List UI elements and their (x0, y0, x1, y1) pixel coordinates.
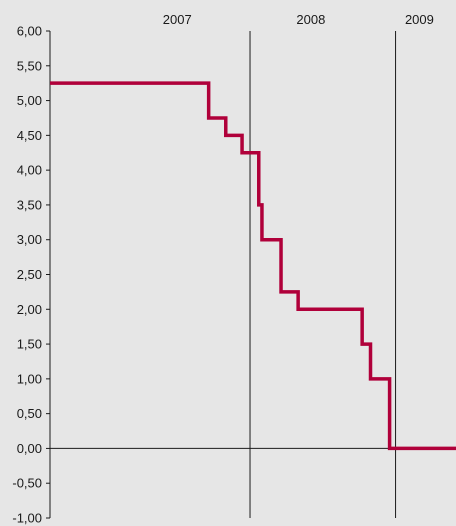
y-tick-label: 0,50 (17, 406, 42, 421)
year-labels: 2007 2008 2009 (163, 12, 434, 27)
y-tick-label: 5,50 (17, 58, 42, 73)
y-axis-ticks: -1,00 -0,50 0,00 0,50 1,00 1,50 2,00 2,50 3,00 3,… (12, 24, 50, 526)
y-tick-label: 4,50 (17, 128, 42, 143)
y-tick-label: 2,50 (17, 267, 42, 282)
y-tick-label: 4,00 (17, 163, 42, 178)
y-tick-label: 6,00 (17, 24, 42, 39)
y-tick-label: -1,00 (12, 511, 42, 526)
y-tick-label: -0,50 (12, 476, 42, 491)
rate-series-line (50, 81, 456, 451)
y-tick-label: 3,50 (17, 197, 42, 212)
year-label: 2009 (405, 12, 434, 27)
y-tick-label: 1,00 (17, 371, 42, 386)
y-tick-label: 3,00 (17, 232, 42, 247)
y-tick-label: 5,00 (17, 93, 42, 108)
y-tick-label: 1,50 (17, 337, 42, 352)
year-label: 2007 (163, 12, 192, 27)
y-tick-label: 2,00 (17, 302, 42, 317)
year-label: 2008 (296, 12, 325, 27)
y-tick-label: 0,00 (17, 441, 42, 456)
year-boundaries (249, 31, 397, 518)
series-layer (50, 81, 456, 451)
